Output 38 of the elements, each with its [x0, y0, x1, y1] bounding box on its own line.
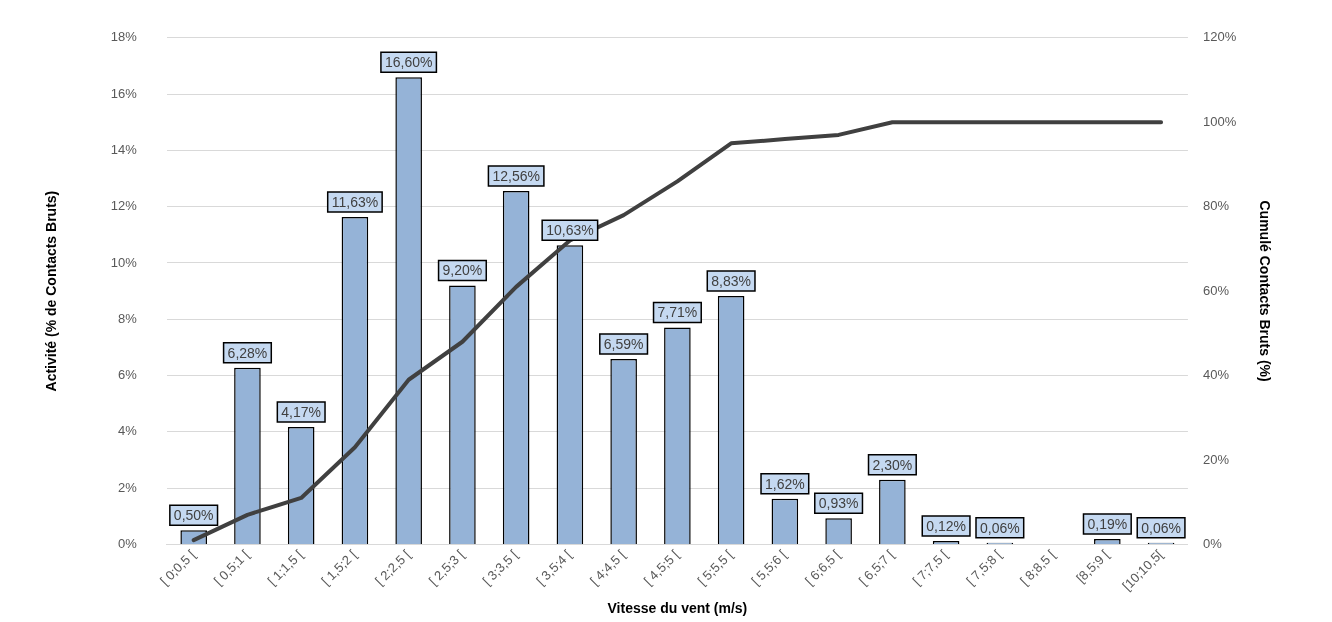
data-label: 0,50%	[173, 507, 214, 524]
data-label: 6,28%	[227, 344, 268, 361]
y-tick-label: 10%	[110, 254, 138, 270]
data-label: 8,83%	[711, 272, 751, 289]
y-tick-label: 18%	[110, 29, 138, 45]
data-label: 0,12%	[926, 517, 966, 534]
data-label: 9,20%	[442, 262, 483, 279]
data-label: 0,06%	[980, 519, 1020, 536]
y2-tick-label: 80%	[1202, 198, 1230, 214]
data-label: 10,63%	[546, 222, 594, 239]
data-label: 1,62%	[765, 475, 805, 492]
y2-tick-label: 60%	[1202, 282, 1230, 298]
y-tick-label: 2%	[118, 479, 138, 495]
data-label: 6,59%	[603, 335, 644, 352]
x-axis-title: Vitesse du vent (m/s)	[607, 600, 748, 617]
data-label: 11,63%	[331, 193, 379, 210]
data-label: 16,60%	[384, 54, 433, 71]
y-tick-label: 4%	[118, 423, 138, 439]
data-label: 0,93%	[818, 495, 859, 512]
data-label: 2,30%	[872, 456, 913, 473]
y-tick-label: 16%	[110, 85, 138, 101]
data-label: 7,71%	[657, 304, 698, 321]
data-label: 4,17%	[281, 403, 322, 420]
y-tick-label: 8%	[118, 310, 138, 326]
y-tick-label: 0%	[118, 535, 138, 551]
data-label: 0,06%	[1141, 519, 1181, 536]
data-label: 12,56%	[492, 167, 540, 184]
y-axis-title: Activité (% de Contacts Bruts)	[43, 190, 60, 392]
y2-tick-label: 40%	[1202, 367, 1230, 383]
y-tick-label: 6%	[118, 367, 138, 383]
y2-tick-label: 100%	[1202, 113, 1237, 129]
y2-tick-label: 120%	[1202, 29, 1237, 45]
y-tick-label: 12%	[110, 198, 138, 214]
data-label: 0,19%	[1087, 515, 1128, 532]
y-tick-label: 14%	[110, 141, 138, 157]
y2-tick-label: 20%	[1202, 451, 1230, 467]
y2-tick-label: 0%	[1202, 535, 1223, 551]
y2-axis-title: Cumulé Contacts Bruts (%)	[1256, 200, 1273, 382]
